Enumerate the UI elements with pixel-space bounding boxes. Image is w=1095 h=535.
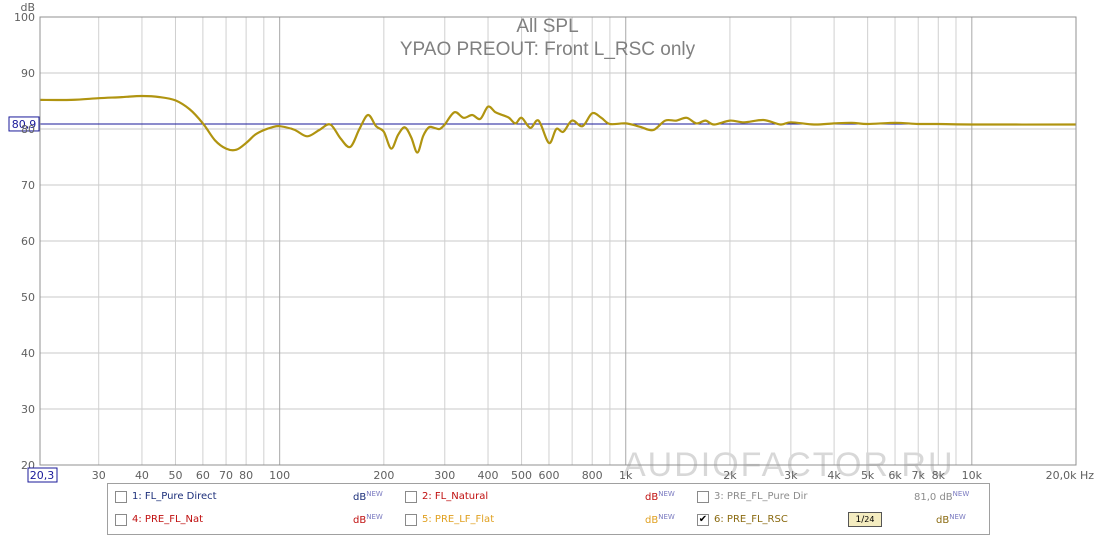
legend-label-fl-natural: 2: FL_Natural (422, 491, 489, 502)
x-tick-label: 2k (723, 469, 737, 482)
x-tick-label: 200 (373, 469, 394, 482)
legend-item-fl-pure-direct[interactable]: 1: FL_Pure Direct (115, 490, 385, 504)
plot-background (0, 0, 1095, 484)
y-tick-label: 70 (21, 179, 35, 192)
x-tick-label: 60 (196, 469, 210, 482)
chart-title: All SPL (516, 16, 579, 37)
reference-readout-label: 80,9 (12, 118, 37, 131)
x-tick-label: 1k (619, 469, 633, 482)
legend-checkbox-pre-fl-rsc[interactable]: ✔ (697, 514, 709, 526)
x-tick-label: 6k (888, 469, 902, 482)
legend-unit-pre-fl-pure-dir: 81,0 dBNEW (914, 490, 970, 503)
x-tick-label: 100 (269, 469, 290, 482)
y-axis-label: dB (20, 1, 35, 14)
x-tick-label: 7k (912, 469, 926, 482)
y-tick-label: 80 (21, 123, 35, 136)
legend-checkbox-fl-pure-direct[interactable] (115, 491, 127, 503)
x-tick-label: 4k (827, 469, 841, 482)
legend-checkbox-pre-fl-pure-dir[interactable] (697, 491, 709, 503)
legend-item-pre-fl-rsc[interactable]: ✔ 6: PRE_FL_RSC (697, 513, 967, 527)
y-tick-label: 90 (21, 67, 35, 80)
x-tick-label: 3k (784, 469, 798, 482)
y-tick-label: 40 (21, 347, 35, 360)
x-tick-label: 300 (434, 469, 455, 482)
x-tick-label: 80 (239, 469, 253, 482)
legend-item-pre-fl-pure-dir[interactable]: 3: PRE_FL_Pure Dir (697, 490, 967, 504)
chart-subtitle: YPAO PREOUT: Front L_RSC only (399, 39, 696, 60)
x-tick-label: 20,0k Hz (1046, 469, 1095, 482)
series-line-pre-fl-rsc (39, 94, 1077, 154)
plot-frame (39, 16, 1077, 466)
x-tick-label: 8k (932, 469, 946, 482)
smoothing-numerator: 1 (855, 515, 862, 525)
legend-item-fl-natural[interactable]: 2: FL_Natural (405, 490, 675, 504)
y-tick-label: 100 (14, 11, 35, 24)
legend-label-pre-lf-flat: 5: PRE_LF_Flat (422, 514, 495, 525)
legend-checkbox-fl-natural[interactable] (405, 491, 417, 503)
legend-unit-pre-fl-nat: dBNEW (353, 513, 383, 526)
x-tick-label: 30 (92, 469, 106, 482)
x-cursor-readout: 20,3 (30, 469, 55, 482)
x-tick-label: 500 (511, 469, 532, 482)
x-tick-label: 10k (962, 469, 983, 482)
x-tick-label: 400 (478, 469, 499, 482)
legend-item-pre-lf-flat[interactable]: 5: PRE_LF_Flat (405, 513, 675, 527)
y-tick-label: 60 (21, 235, 35, 248)
legend-label-pre-fl-rsc: 6: PRE_FL_RSC (714, 514, 788, 525)
x-tick-label: 70 (219, 469, 233, 482)
legend-checkbox-pre-lf-flat[interactable] (405, 514, 417, 526)
x-tick-label: 5k (861, 469, 875, 482)
smoothing-selector[interactable]: 1/24 (848, 512, 882, 527)
legend-checkbox-pre-fl-nat[interactable] (115, 514, 127, 526)
legend-label-pre-fl-pure-dir: 3: PRE_FL_Pure Dir (714, 491, 808, 502)
x-tick-label: 800 (582, 469, 603, 482)
legend-unit-pre-fl-rsc: dBNEW (936, 513, 966, 526)
smoothing-denominator: 24 (864, 515, 875, 524)
legend-item-pre-fl-nat[interactable]: 4: PRE_FL_Nat (115, 513, 385, 527)
spl-chart: AUDIOFACTOR.RU 80,9 2030405060708090100d… (0, 0, 1095, 484)
x-cursor-readout-box (27, 467, 58, 483)
y-tick-label: 30 (21, 403, 35, 416)
legend-label-pre-fl-nat: 4: PRE_FL_Nat (132, 514, 204, 525)
legend-unit-fl-pure-direct: dBNEW (353, 490, 383, 503)
legend-unit-fl-natural: dBNEW (645, 490, 675, 503)
legend-unit-pre-lf-flat: dBNEW (645, 513, 675, 526)
x-tick-label: 40 (135, 469, 149, 482)
legend-label-fl-pure-direct: 1: FL_Pure Direct (132, 491, 217, 502)
y-tick-label: 50 (21, 291, 35, 304)
reference-readout-box (8, 116, 40, 132)
legend-panel: 1: FL_Pure Direct dBNEW 2: FL_Natural dBNEW… (107, 483, 990, 535)
x-tick-label: 50 (168, 469, 182, 482)
x-tick-label: 600 (538, 469, 559, 482)
